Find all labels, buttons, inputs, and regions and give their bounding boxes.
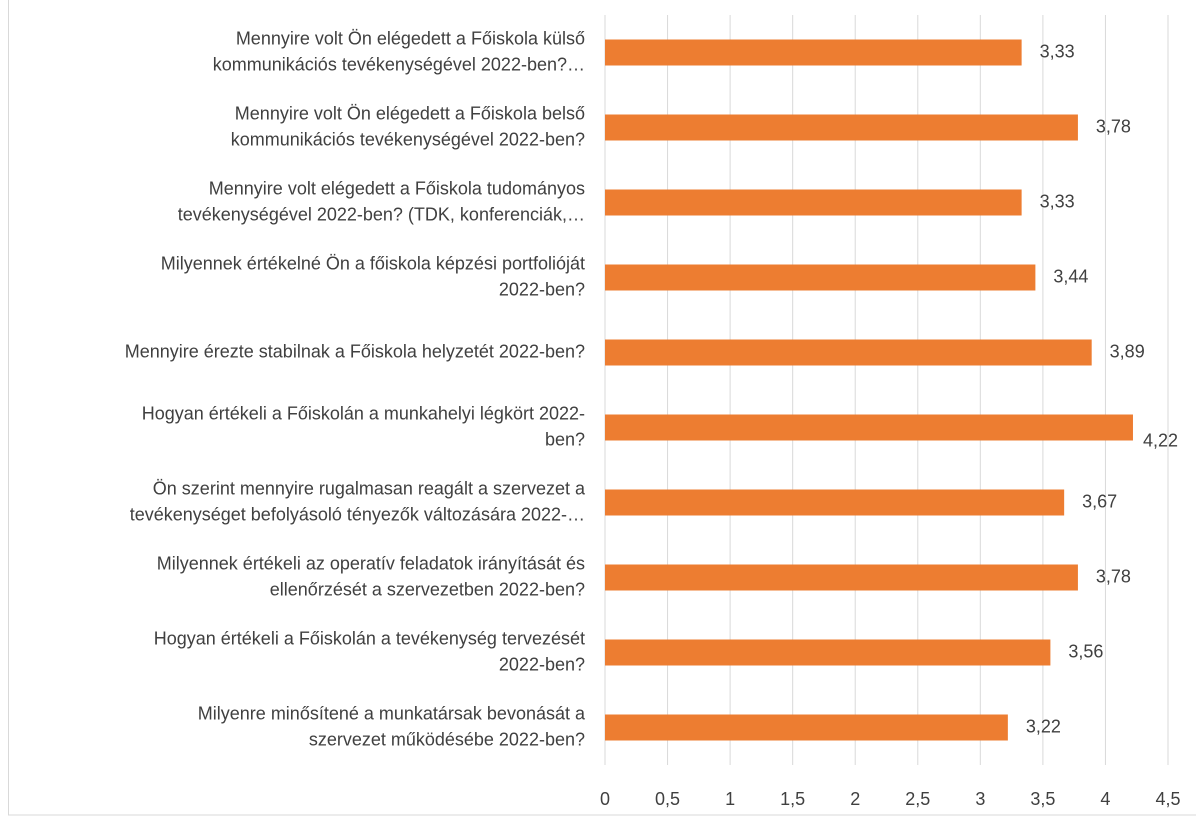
bar (605, 489, 1065, 516)
data-label: 3,56 (1068, 641, 1103, 661)
y-tick-label: kommunikációs tevékenységével 2022-ben? (231, 129, 585, 149)
y-tick-label: kommunikációs tevékenységével 2022-ben?… (213, 54, 585, 74)
x-tick-label: 1,5 (780, 789, 805, 809)
bar (605, 39, 1022, 66)
bar (605, 414, 1133, 441)
y-tick-label: Hogyan értékeli a Főiskolán a tevékenysé… (154, 628, 585, 648)
y-tick-label: tevékenységet befolyásoló tényezők válto… (130, 504, 585, 524)
bar (605, 564, 1078, 591)
data-label: 3,22 (1026, 716, 1061, 736)
data-label: 3,78 (1096, 116, 1131, 136)
y-tick-label: Mennyire érezte stabilnak a Főiskola hel… (125, 341, 585, 361)
y-tick-label: Milyennek értékelné Ön a főiskola képzés… (161, 253, 585, 273)
y-tick-label: tevékenységével 2022-ben? (TDK, konferen… (178, 204, 585, 224)
y-tick-label: Milyenre minősítené a munkatársak bevoná… (198, 703, 586, 723)
data-label: 3,33 (1040, 191, 1075, 211)
y-tick-label: Mennyire volt Ön elégedett a Főiskola kü… (236, 28, 585, 48)
bar (605, 339, 1092, 366)
y-tick-label: 2022-ben? (499, 654, 585, 674)
bar (605, 639, 1051, 666)
bar (605, 264, 1036, 291)
x-tick-label: 4,5 (1155, 789, 1180, 809)
data-label: 3,44 (1053, 266, 1088, 286)
x-tick-label: 3,5 (1030, 789, 1055, 809)
data-label: 3,67 (1082, 491, 1117, 511)
data-label: 3,89 (1110, 341, 1145, 361)
x-tick-label: 2 (850, 789, 860, 809)
data-label: 3,78 (1096, 566, 1131, 586)
bar (605, 189, 1022, 216)
y-tick-label: 2022-ben? (499, 279, 585, 299)
data-label: 3,33 (1040, 41, 1075, 61)
data-label: 4,22 (1143, 430, 1178, 450)
x-tick-label: 2,5 (905, 789, 930, 809)
y-tick-label: szervezet működésébe 2022-ben? (309, 729, 585, 749)
y-tick-label: Hogyan értékeli a Főiskolán a munkahelyi… (142, 403, 585, 423)
bar (605, 714, 1008, 741)
x-tick-label: 4 (1100, 789, 1110, 809)
y-tick-label: ellenőrzését a szervezetben 2022-ben? (270, 579, 585, 599)
y-tick-label: Mennyire volt elégedett a Főiskola tudom… (209, 178, 585, 198)
y-tick-label: Mennyire volt Ön elégedett a Főiskola be… (235, 103, 585, 123)
y-tick-label: Ön szerint mennyire rugalmasan reagált a… (153, 478, 586, 498)
x-tick-label: 1 (725, 789, 735, 809)
y-tick-label: Milyennek értékeli az operatív feladatok… (157, 553, 585, 573)
x-tick-label: 3 (975, 789, 985, 809)
x-tick-label: 0,5 (655, 789, 680, 809)
chart-frame (8, 0, 1196, 816)
y-tick-label: ben? (545, 429, 585, 449)
bar (605, 114, 1078, 141)
x-tick-label: 0 (600, 789, 610, 809)
